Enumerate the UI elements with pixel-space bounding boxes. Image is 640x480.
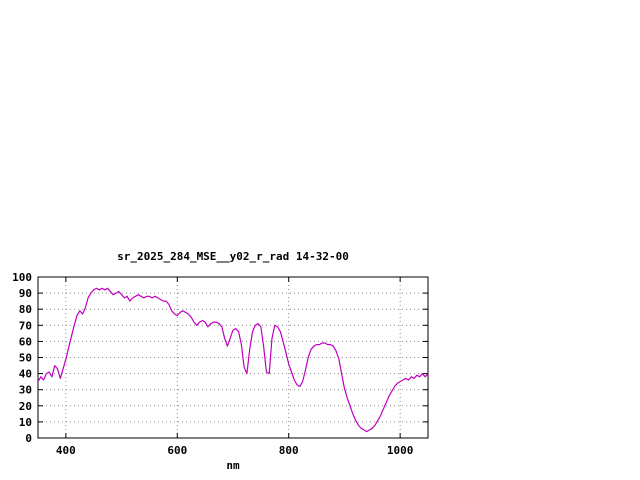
y-tick-label: 10 bbox=[19, 416, 32, 429]
y-tick-label: 0 bbox=[25, 432, 32, 445]
x-tick-label: 600 bbox=[167, 444, 187, 457]
x-tick-label: 400 bbox=[56, 444, 76, 457]
y-tick-label: 40 bbox=[19, 368, 32, 381]
y-tick-label: 70 bbox=[19, 319, 32, 332]
spectrum-curve bbox=[37, 287, 429, 433]
chart-title: sr_2025_284_MSE__y02_r_rad 14-32-00 bbox=[117, 250, 349, 263]
y-tick-label: 90 bbox=[19, 287, 32, 300]
y-tick-label: 50 bbox=[19, 352, 32, 365]
y-tick-label: 80 bbox=[19, 303, 32, 316]
x-axis-label: nm bbox=[226, 459, 240, 472]
plot-border bbox=[37, 276, 429, 439]
x-tick-label: 800 bbox=[279, 444, 299, 457]
y-tick-label: 60 bbox=[19, 335, 32, 348]
x-tick-label: 1000 bbox=[387, 444, 414, 457]
y-tick-label: 20 bbox=[19, 400, 32, 413]
y-tick-label: 100 bbox=[12, 271, 32, 284]
y-tick-label: 30 bbox=[19, 384, 32, 397]
